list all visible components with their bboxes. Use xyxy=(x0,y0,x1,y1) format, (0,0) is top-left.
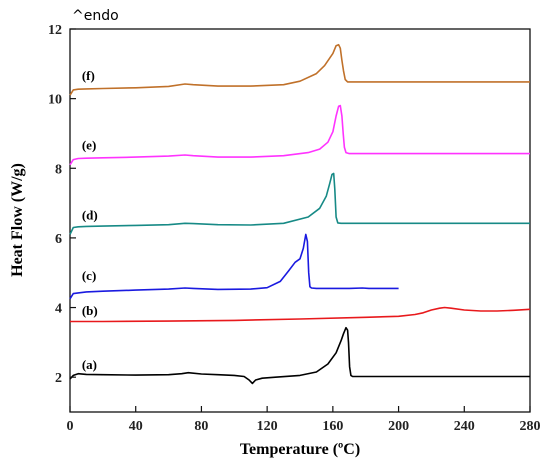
curve-labels: (a) (b) (c) (d) (e) (f) xyxy=(82,68,98,372)
y-tick-label: 2 xyxy=(55,371,62,386)
curve-label-b: (b) xyxy=(82,303,98,318)
y-tick-label: 12 xyxy=(48,23,62,38)
curve-e xyxy=(69,104,530,166)
curve-d xyxy=(69,172,530,235)
curve-b xyxy=(70,306,531,323)
x-tick-label: 40 xyxy=(129,419,143,434)
curve-label-e: (e) xyxy=(82,138,96,153)
curve-label-a: (a) xyxy=(82,357,97,372)
x-axis-ticks: 0 40 80 120 160 200 240 280 xyxy=(67,406,541,434)
x-tick-label: 120 xyxy=(257,419,278,434)
curve-a xyxy=(69,326,530,385)
curve-f xyxy=(69,43,530,96)
y-axis-title: Heat Flow (W/g) xyxy=(9,163,26,277)
x-tick-label: 160 xyxy=(322,419,343,434)
x-axis-title: Temperature (ºC) xyxy=(240,441,360,458)
y-tick-label: 6 xyxy=(55,232,62,247)
y-tick-label: 4 xyxy=(55,302,62,317)
curve-c xyxy=(69,233,399,300)
curves-group xyxy=(69,43,531,385)
y-tick-label: 10 xyxy=(48,93,62,108)
x-tick-label: 280 xyxy=(520,419,541,434)
x-tick-label: 240 xyxy=(454,419,475,434)
curve-label-d: (d) xyxy=(82,207,98,222)
endo-direction-label: ^endo xyxy=(72,8,119,24)
y-tick-label: 8 xyxy=(55,162,62,177)
plot-frame xyxy=(69,28,531,413)
x-tick-label: 0 xyxy=(67,419,74,434)
x-tick-label: 200 xyxy=(388,419,409,434)
x-tick-label: 80 xyxy=(194,419,208,434)
curve-label-f: (f) xyxy=(82,68,95,83)
curve-label-c: (c) xyxy=(82,268,96,283)
y-axis-ticks: 2 4 6 8 10 12 xyxy=(48,23,76,386)
